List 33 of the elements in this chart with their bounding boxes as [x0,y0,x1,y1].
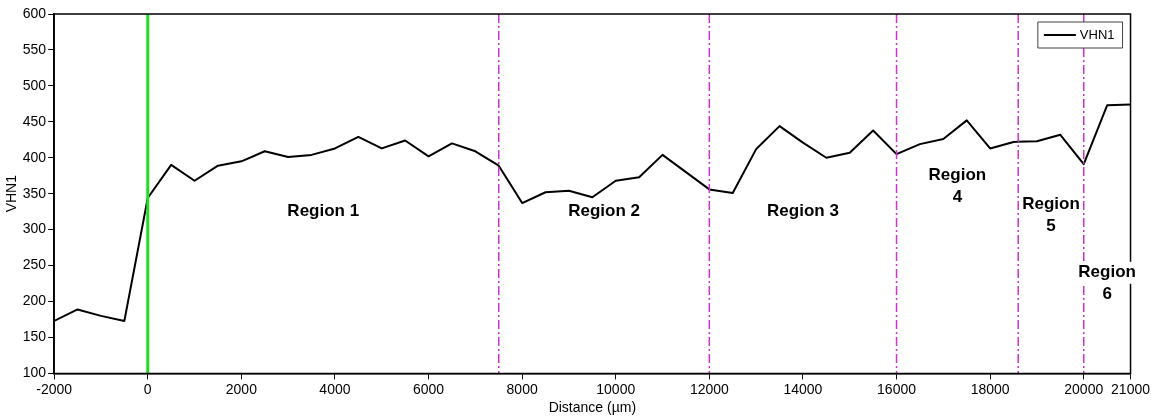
x-tick-label: 2000 [225,380,258,397]
x-tick-label: -2000 [36,380,73,397]
annotation: Region 6 [1078,262,1136,304]
x-axis-title: Distance (µm) [548,399,637,416]
y-tick-label: 300 [22,220,47,237]
y-tick-label: 200 [22,292,47,309]
annotation: Region 2 [568,201,640,221]
x-tick-label: 20000 [1064,380,1104,397]
x-tick-label: 10000 [596,380,636,397]
y-axis-title: VHN1 [3,174,20,213]
x-tick-label: 0 [143,380,152,397]
y-tick-label: 500 [22,76,47,93]
x-tick-label: 12000 [689,380,730,397]
x-tick-label: 21000 [1111,380,1151,397]
y-tick-label: 400 [22,148,47,165]
y-tick-label: 350 [22,184,47,201]
y-tick-label: 150 [22,328,47,345]
annotation: Region 5 [1022,194,1080,236]
annotation: Region 1 [287,201,360,221]
annotation: Region 4 [928,165,987,207]
annotation: Region 3 [767,201,839,221]
y-tick-label: 450 [22,112,47,129]
y-tick-label: 100 [22,364,47,381]
x-tick-label: 14000 [783,380,823,397]
x-tick-label: 18000 [970,380,1010,397]
y-tick-label: 250 [22,256,47,273]
y-tick-label: 550 [22,40,47,57]
x-tick-label: 16000 [877,380,917,397]
legend-label: VHN1 [1079,26,1115,42]
y-tick-label: 600 [22,4,47,21]
x-tick-label: 4000 [319,380,351,397]
x-tick-label: 6000 [412,380,445,397]
x-tick-label: 8000 [506,380,538,397]
